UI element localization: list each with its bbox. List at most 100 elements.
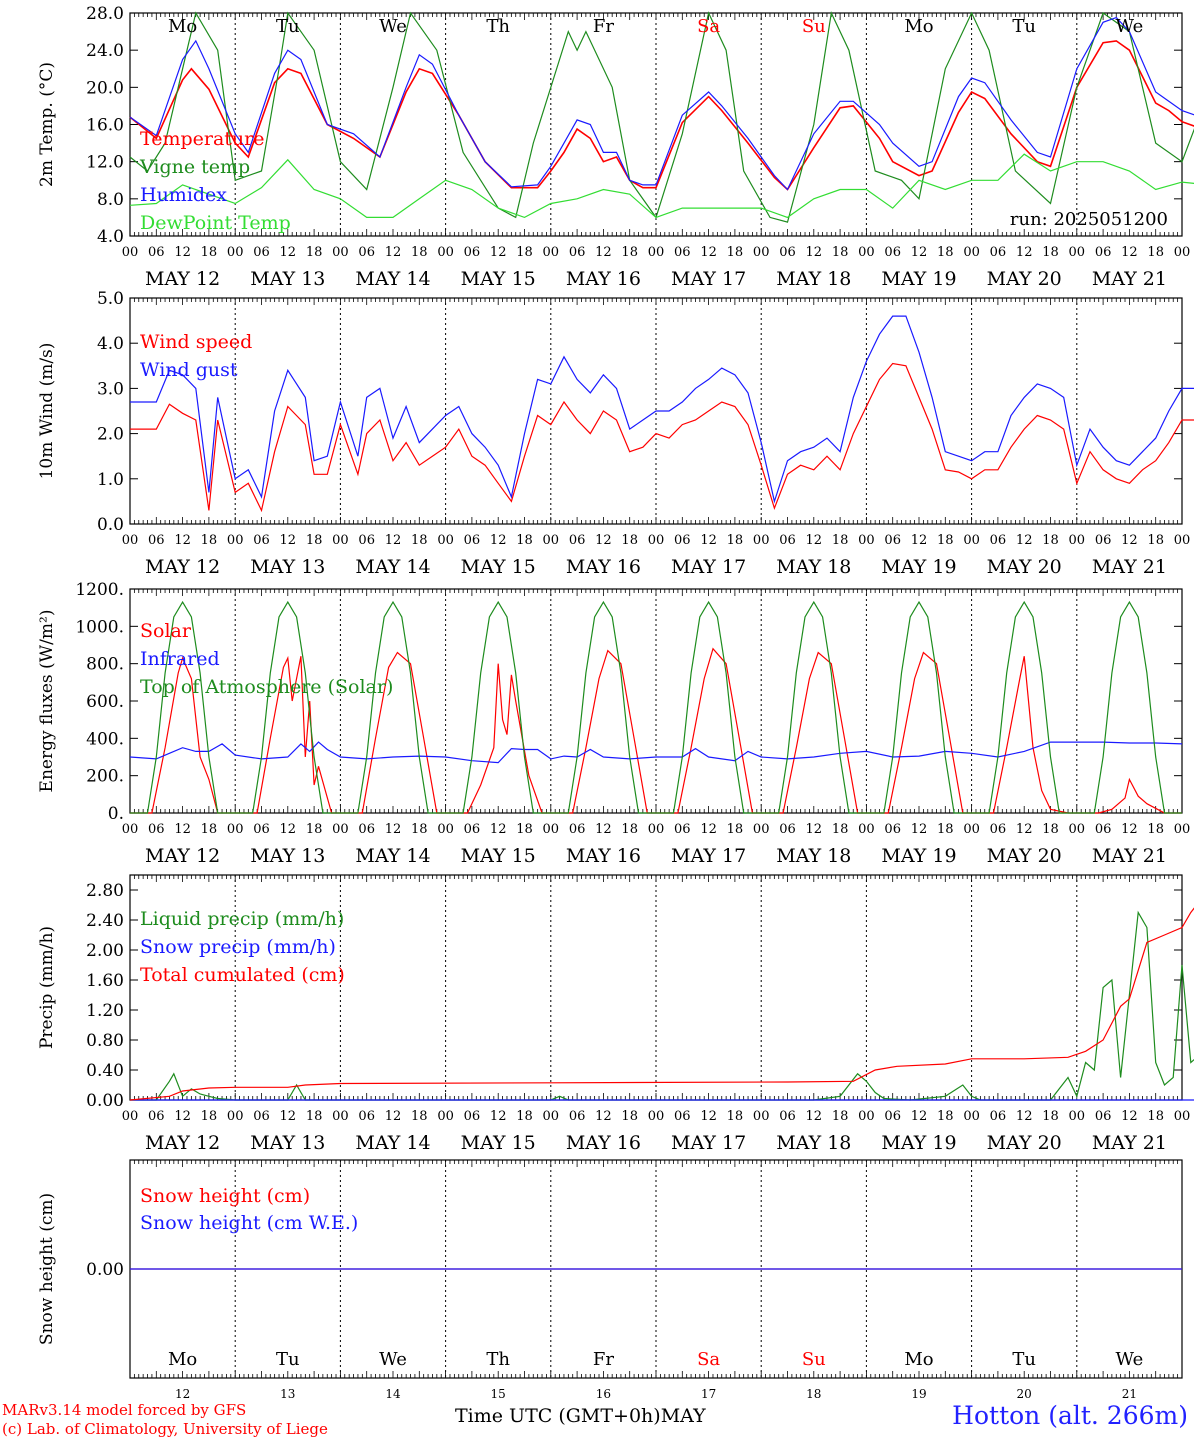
legend-entry: Temperature [140,128,264,150]
day-label: MAY 14 [355,845,430,867]
day-label: MAY 20 [987,268,1062,290]
hour-tick-label: 06 [990,245,1007,260]
y-tick-label: 2.80 [86,881,124,901]
day-label: MAY 14 [355,268,430,290]
hour-tick-label: 00 [858,822,875,837]
hour-tick-label: 06 [1095,822,1112,837]
series-line-wind-speed [130,362,1194,513]
weekday-label: Tu [276,16,300,37]
hour-tick-label: 06 [779,533,796,548]
hour-tick-label: 00 [1069,822,1086,837]
hour-tick-label: 12 [700,1109,717,1124]
hour-tick-label: 18 [1147,533,1164,548]
hour-tick-label: 06 [253,1109,270,1124]
hour-tick-label: 00 [437,822,454,837]
y-tick-label: 1.60 [86,971,124,991]
hour-tick-label: 00 [753,1109,770,1124]
day-label: MAY 16 [566,556,641,578]
series-line-dewpoint-temp [129,153,1194,219]
hour-tick-label: 00 [1069,533,1086,548]
hour-tick-label: 06 [464,245,481,260]
day-number: 16 [596,1387,611,1401]
hour-tick-label: 12 [806,822,823,837]
day-label: MAY 21 [1092,845,1167,867]
hour-tick-label: 06 [884,245,901,260]
hour-tick-label: 18 [306,1109,323,1124]
hour-tick-label: 06 [779,245,796,260]
hour-tick-label: 06 [990,822,1007,837]
hour-tick-label: 12 [280,822,297,837]
hour-tick-label: 00 [227,822,244,837]
day-label: MAY 20 [987,845,1062,867]
hour-tick-label: 06 [674,533,691,548]
hour-tick-label: 18 [937,245,954,260]
hour-tick-label: 00 [858,1109,875,1124]
series-line-wind-gust [130,315,1194,504]
hour-tick-label: 18 [727,1109,744,1124]
hour-tick-label: 18 [516,1109,533,1124]
hour-tick-label: 12 [806,245,823,260]
hour-tick-label: 12 [385,822,402,837]
panel-3 [129,588,1183,814]
day-label: MAY 16 [566,1132,641,1154]
y-tick-label: 0. [108,804,124,824]
hour-tick-label: 12 [1121,245,1138,260]
weekday-label: Mo [904,1349,933,1370]
legend-entry: Wind speed [140,331,252,353]
day-number: 17 [701,1387,716,1401]
hour-tick-label: 12 [1121,533,1138,548]
hour-tick-label: 12 [595,533,612,548]
legend-entry: Infrared [140,648,220,670]
y-tick-label: 4.0 [97,227,124,247]
day-number: 15 [491,1387,506,1401]
hour-tick-label: 18 [306,822,323,837]
day-label: MAY 16 [566,268,641,290]
hour-tick-label: 00 [1069,1109,1086,1124]
day-label: MAY 15 [461,556,536,578]
day-number: 13 [280,1387,295,1401]
hour-tick-label: 06 [779,1109,796,1124]
hour-tick-label: 00 [648,245,665,260]
hour-tick-label: 18 [621,245,638,260]
hour-tick-label: 00 [963,1109,980,1124]
hour-tick-label: 12 [174,245,191,260]
day-number: 12 [175,1387,190,1401]
y-tick-label: 16.0 [86,116,124,136]
hour-tick-label: 00 [332,822,349,837]
day-label: MAY 20 [987,1132,1062,1154]
legend-entry: Solar [140,620,192,642]
hour-tick-label: 12 [280,533,297,548]
weekday-label: Th [486,1349,510,1370]
hour-tick-label: 00 [753,533,770,548]
hour-tick-label: 00 [227,533,244,548]
hour-tick-label: 00 [858,533,875,548]
hour-tick-label: 18 [411,1109,428,1124]
hour-tick-label: 00 [122,245,139,260]
y-tick-label: 3.0 [97,379,124,399]
day-label: MAY 12 [145,268,220,290]
day-label: MAY 21 [1092,556,1167,578]
hour-tick-label: 06 [253,822,270,837]
hour-tick-label: 18 [1042,1109,1059,1124]
legend-entry: Vigne temp [139,156,250,178]
hour-tick-label: 12 [700,822,717,837]
hour-tick-label: 00 [648,533,665,548]
series-line-total-cumulated-cm- [129,907,1194,1101]
hour-tick-label: 06 [358,533,375,548]
series-line-liquid-precip-mm-h- [130,910,1194,1101]
series-line-humidex [129,16,1194,191]
y-tick-label: 12.0 [86,153,124,173]
hour-tick-label: 00 [1174,1109,1191,1124]
y-tick-label: 0.40 [86,1061,124,1081]
model-credit: MARv3.14 model forced by GFS [2,1401,247,1419]
y-axis-label: 10m Wind (m/s) [37,343,57,480]
y-tick-label: 0.80 [86,1031,124,1051]
hour-tick-label: 12 [595,245,612,260]
hour-tick-label: 12 [280,1109,297,1124]
hour-tick-label: 06 [1095,533,1112,548]
hour-tick-label: 18 [516,245,533,260]
y-tick-label: 28.0 [86,4,124,24]
hour-tick-label: 00 [543,245,560,260]
hour-tick-label: 00 [543,1109,560,1124]
hour-tick-label: 12 [280,245,297,260]
